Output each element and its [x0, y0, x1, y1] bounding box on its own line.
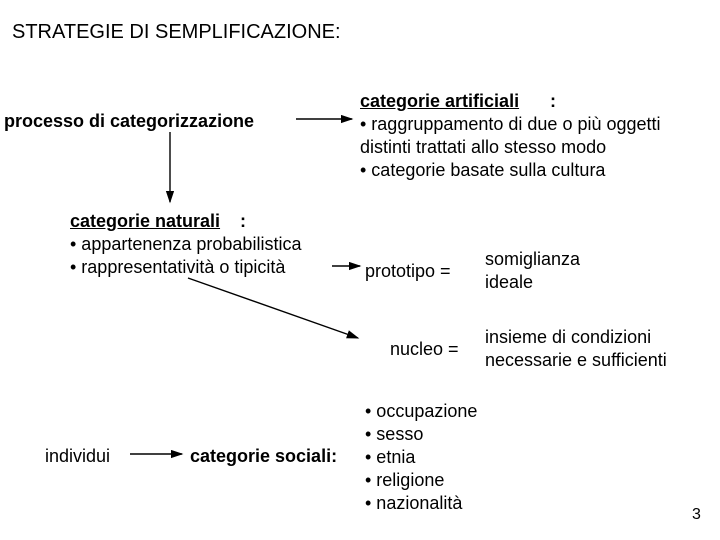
node-artificiali-colon: :: [550, 90, 556, 113]
node-naturali-colon: :: [240, 210, 246, 233]
node-nucleo-r2: necessarie e sufficienti: [485, 349, 667, 372]
node-nucleo: nucleo =: [390, 338, 459, 361]
node-sociali-l4: • religione: [365, 469, 444, 492]
node-naturali-head: categorie naturali: [70, 210, 220, 233]
page-title: STRATEGIE DI SEMPLIFICAZIONE:: [12, 20, 341, 45]
page-number: 3: [692, 505, 701, 525]
node-artificiali-l3: • categorie basate sulla cultura: [360, 159, 605, 182]
node-prototipo-r2: ideale: [485, 271, 533, 294]
node-prototipo-r1: somiglianza: [485, 248, 580, 271]
node-individui: individui: [45, 445, 110, 468]
node-processo: processo di categorizzazione: [4, 110, 294, 133]
node-naturali-l1: • appartenenza probabilistica: [70, 233, 301, 256]
node-sociali-l1: • occupazione: [365, 400, 477, 423]
node-nucleo-r1: insieme di condizioni: [485, 326, 651, 349]
node-artificiali-head: categorie artificiali: [360, 90, 519, 113]
node-sociali-l5: • nazionalità: [365, 492, 462, 515]
node-prototipo: prototipo =: [365, 260, 451, 283]
node-artificiali-l1: • raggruppamento di due o più oggetti: [360, 113, 661, 136]
node-artificiali-l2: distinti trattati allo stesso modo: [360, 136, 606, 159]
node-sociali-l3: • etnia: [365, 446, 415, 469]
node-categorie-sociali: categorie sociali:: [190, 445, 337, 468]
node-sociali-l2: • sesso: [365, 423, 423, 446]
node-naturali-l2: • rappresentatività o tipicità: [70, 256, 285, 279]
